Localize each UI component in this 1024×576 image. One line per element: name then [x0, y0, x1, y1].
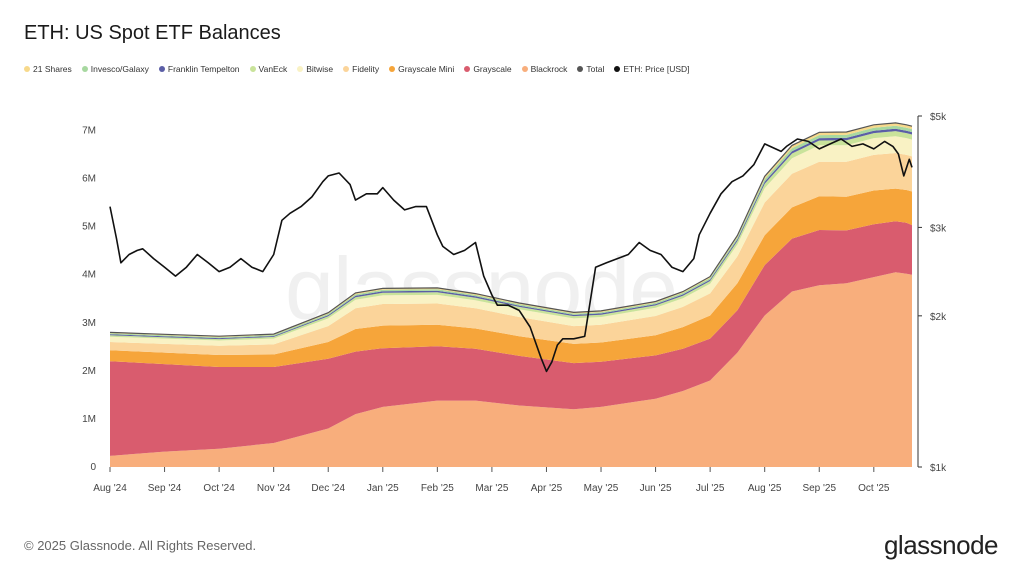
- area-bitwise: [110, 136, 912, 346]
- legend-label: ETH: Price [USD]: [623, 64, 690, 74]
- legend-label: Invesco/Galaxy: [90, 64, 149, 74]
- y-left-tick-label: 0: [90, 462, 96, 473]
- y-right-tick-label: $5k: [930, 112, 947, 123]
- legend-item[interactable]: Grayscale Mini: [389, 64, 454, 74]
- legend-dot-icon: [577, 66, 584, 72]
- legend-label: Grayscale: [473, 64, 512, 74]
- legend-dot-icon: [521, 66, 528, 72]
- area-blackrock: [110, 272, 912, 467]
- legend-dot-icon: [81, 66, 88, 72]
- x-tick-label: Mar '25: [475, 483, 508, 494]
- y-left-tick-label: 6M: [82, 174, 96, 185]
- price-line: [109, 138, 913, 373]
- legend-label: Total: [586, 64, 605, 74]
- legend-item[interactable]: Bitwise: [297, 64, 333, 74]
- chart-title: ETH: US Spot ETF Balances: [24, 22, 281, 44]
- legend-label: 21 Shares: [33, 64, 72, 74]
- y-left-tick-label: 3M: [82, 318, 96, 329]
- legend-label: Franklin Tempelton: [167, 64, 240, 74]
- x-tick-label: Jul '25: [696, 483, 725, 494]
- legend-item[interactable]: Franklin Tempelton: [158, 64, 240, 74]
- total-line: [109, 122, 913, 337]
- y-right-tick-label: $1k: [930, 463, 947, 474]
- legend-item[interactable]: ETH: Price [USD]: [614, 64, 690, 74]
- legend-label: Fidelity: [352, 64, 380, 74]
- legend-item[interactable]: Grayscale: [464, 64, 512, 74]
- x-tick-label: Oct '25: [858, 483, 890, 494]
- legend-dot-icon: [249, 66, 256, 72]
- y-right-tick-label: $2k: [930, 312, 947, 323]
- x-tick-label: Dec '24: [311, 483, 345, 494]
- legend-dot-icon: [158, 66, 165, 72]
- x-tick-label: May '25: [584, 483, 619, 494]
- x-tick-label: Aug '25: [748, 483, 782, 494]
- legend-dot-icon: [464, 66, 471, 72]
- legend-item[interactable]: Blackrock: [521, 64, 568, 74]
- x-tick-label: Jun '25: [640, 483, 672, 494]
- legend-item[interactable]: Invesco/Galaxy: [81, 64, 149, 74]
- y-right-tick-label: $3k: [930, 223, 947, 234]
- area-grayscale: [110, 221, 912, 456]
- x-tick-label: Sep '24: [148, 483, 182, 494]
- x-tick-label: Feb '25: [421, 483, 454, 494]
- y-left-tick-label: 1M: [82, 414, 96, 425]
- area-fidelity: [110, 153, 912, 355]
- y-left-tick-label: 2M: [82, 366, 96, 377]
- legend-item[interactable]: Fidelity: [343, 64, 379, 74]
- x-tick-label: Nov '24: [257, 483, 291, 494]
- x-tick-label: Oct '24: [203, 483, 235, 494]
- brand-logo: glassnode: [883, 530, 999, 560]
- y-left-tick-label: 4M: [82, 270, 96, 281]
- legend-label: Grayscale Mini: [398, 64, 455, 74]
- legend-dot-icon: [343, 66, 350, 72]
- copyright-footer: © 2025 Glassnode. All Rights Reserved.: [24, 538, 257, 553]
- legend-item[interactable]: 21 Shares: [24, 64, 72, 74]
- legend-dot-icon: [297, 66, 304, 72]
- y-left-tick-label: 5M: [82, 222, 96, 233]
- legend-label: VanEck: [258, 64, 288, 74]
- legend-item[interactable]: Total: [577, 64, 604, 74]
- area-grayscale-mini: [110, 188, 912, 367]
- legend-dot-icon: [614, 66, 621, 72]
- y-left-tick-label: 7M: [82, 125, 96, 136]
- legend-label: Bitwise: [306, 64, 334, 74]
- legend-dot-icon: [24, 66, 30, 72]
- legend-dot-icon: [389, 66, 396, 72]
- legend-label: Blackrock: [530, 64, 568, 74]
- legend: 21 Shares Invesco/Galaxy Franklin Tempelto…: [24, 64, 690, 74]
- x-tick-label: Aug '24: [93, 483, 127, 494]
- x-tick-label: Jan '25: [367, 483, 399, 494]
- legend-item[interactable]: VanEck: [249, 64, 288, 74]
- x-tick-label: Apr '25: [531, 483, 563, 494]
- x-tick-label: Sep '25: [802, 483, 836, 494]
